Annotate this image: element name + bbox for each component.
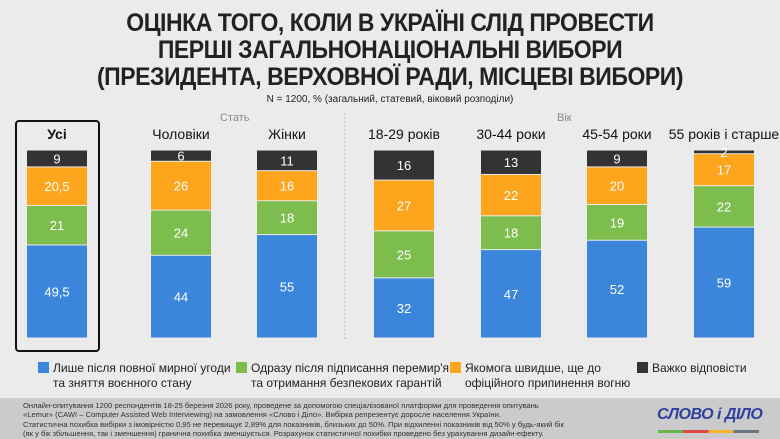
data-label: 20,5 (44, 179, 69, 194)
data-label: 2 (720, 145, 727, 160)
data-label: 49,5 (44, 284, 69, 299)
category-label: Усі (47, 126, 67, 142)
bar-segment (481, 216, 541, 250)
category-label: 18-29 років (368, 126, 440, 142)
data-label: 18 (504, 226, 518, 241)
bar-segment (694, 150, 754, 154)
bar-segment (257, 150, 317, 171)
bar-segment (151, 161, 211, 210)
data-label: 13 (504, 155, 518, 170)
legend-item: Важко відповісти (637, 361, 747, 376)
data-label: 25 (397, 247, 411, 262)
bar-segment (587, 167, 647, 205)
legend-item: Якомога швидше, ще до офіційного припинен… (450, 361, 630, 391)
bar-segment (27, 205, 87, 245)
methodology-note: Онлайн-опитування 1200 респондентів 18-2… (23, 401, 564, 438)
data-label: 11 (280, 153, 294, 168)
bar-segment (257, 235, 317, 338)
highlight-frame (15, 120, 100, 352)
data-label: 17 (717, 163, 731, 178)
category-label: Чоловіки (152, 126, 209, 142)
category-label: Жінки (268, 126, 306, 142)
data-label: 9 (613, 151, 620, 166)
data-label: 24 (174, 226, 188, 241)
title-line: (ПРЕЗИДЕНТА, ВЕРХОВНОЇ РАДИ, МІСЦЕВІ ВИБ… (96, 63, 684, 91)
data-label: 27 (397, 198, 411, 213)
bar-segment (257, 171, 317, 201)
bar-segment (694, 186, 754, 227)
category-label: 30-44 роки (476, 126, 545, 142)
data-label: 22 (504, 188, 518, 203)
bar-segment (151, 255, 211, 338)
chart-subtitle: N = 1200, % (загальний, статевий, вікови… (266, 94, 514, 105)
brand-logo: СЛОВО і ДІЛО (657, 406, 763, 423)
bar-segment (27, 245, 87, 338)
bar-segment (374, 150, 434, 180)
data-label: 59 (717, 276, 731, 291)
stacked-bar-chart: Усі 49,5 21 20,5 9 Чоловіки 44 24 26 6 Жінки 55 18 16… (27, 113, 780, 340)
data-label: 6 (177, 149, 184, 164)
bar-segment (374, 180, 434, 231)
footer: Онлайн-опитування 1200 респондентів 18-2… (0, 398, 780, 439)
title-line: ОЦІНКА ТОГО, КОЛИ В УКРАЇНІ СЛІД ПРОВЕСТ… (126, 9, 654, 37)
data-label: 26 (174, 179, 188, 194)
bar-segment (481, 174, 541, 216)
logo-stripe (658, 430, 759, 433)
data-label: 19 (610, 215, 624, 230)
legend-swatch (38, 362, 49, 373)
bar-segment (257, 201, 317, 235)
data-label: 55 (280, 279, 294, 294)
legend-item: Лише після повної мирної угоди та зняття … (38, 361, 231, 391)
bar-segment (27, 150, 87, 167)
data-label: 18 (280, 211, 294, 226)
data-label: 20 (610, 179, 624, 194)
data-label: 52 (610, 282, 624, 297)
bar-segment (694, 154, 754, 186)
bar-segment (587, 240, 647, 338)
data-label: 9 (53, 151, 60, 166)
data-label: 16 (280, 179, 294, 194)
bar-segment (481, 250, 541, 338)
bar-segment (587, 205, 647, 240)
legend-swatch (637, 362, 648, 373)
bar-segment (694, 227, 754, 338)
data-label: 21 (50, 218, 64, 233)
group-label-age: Вік (557, 112, 572, 124)
bar-segment (481, 150, 541, 174)
bar-segment (374, 278, 434, 338)
bar-segment (151, 210, 211, 255)
data-label: 47 (504, 287, 518, 302)
data-label: 22 (717, 199, 731, 214)
bar-segment (587, 150, 647, 167)
data-label: 16 (397, 158, 411, 173)
bar-segment (27, 167, 87, 205)
category-label: 45-54 роки (582, 126, 651, 142)
data-label: 32 (397, 301, 411, 316)
bar-segment (151, 150, 211, 161)
legend-swatch (236, 362, 247, 373)
group-label-sex: Стать (220, 112, 250, 124)
bar-segment (374, 231, 434, 278)
legend-swatch (450, 362, 461, 373)
data-label: 44 (174, 290, 188, 305)
title-line: ПЕРШІ ЗАГАЛЬНОНАЦІОНАЛЬНІ ВИБОРИ (157, 36, 623, 64)
category-label: 55 років і старше (669, 126, 780, 142)
chart-title: ОЦІНКА ТОГО, КОЛИ В УКРАЇНІ СЛІД ПРОВЕСТ… (31, 10, 749, 91)
legend-item: Одразу після підписання перемир'я та отри… (236, 361, 449, 391)
